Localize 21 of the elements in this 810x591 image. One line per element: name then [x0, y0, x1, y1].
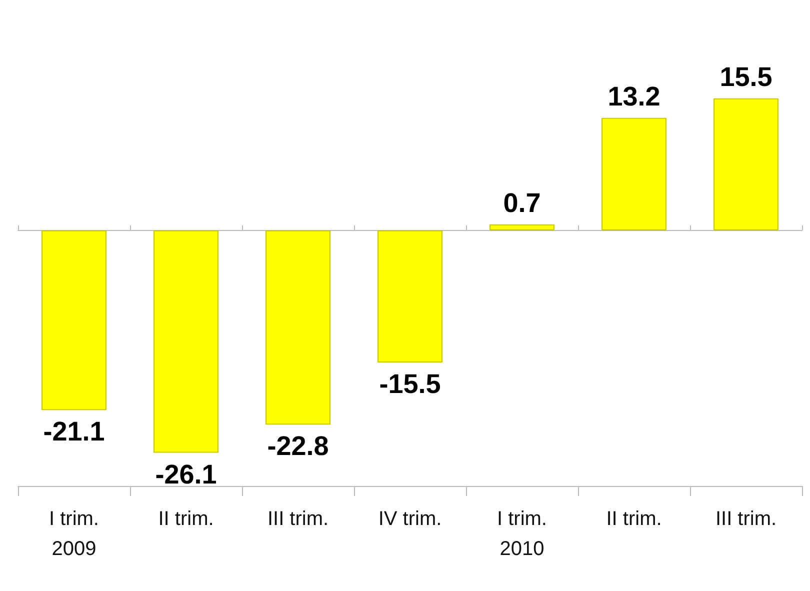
data-label: -26.1	[155, 459, 217, 490]
bar	[266, 230, 330, 425]
x-tick-label: III trim.	[715, 508, 777, 530]
x-tick-label: I trim. 2009	[49, 508, 99, 560]
bar	[602, 118, 666, 230]
data-label: -15.5	[379, 368, 441, 399]
bar	[378, 230, 442, 362]
bar	[42, 230, 106, 410]
x-tick-label: II trim.	[158, 508, 214, 530]
x-tick-label: IV trim.	[378, 508, 442, 530]
data-label: 0.7	[503, 188, 541, 218]
data-label: -21.1	[43, 416, 105, 447]
x-tick-label: II trim.	[606, 508, 662, 530]
data-label: -22.8	[267, 431, 329, 462]
x-tick-label: I trim. 2010	[497, 508, 547, 560]
x-tick-label: III trim.	[267, 508, 329, 530]
bar	[154, 230, 218, 453]
data-label: 15.5	[720, 62, 772, 92]
data-label: 13.2	[608, 81, 660, 112]
bar	[714, 98, 778, 230]
bar	[490, 224, 554, 230]
